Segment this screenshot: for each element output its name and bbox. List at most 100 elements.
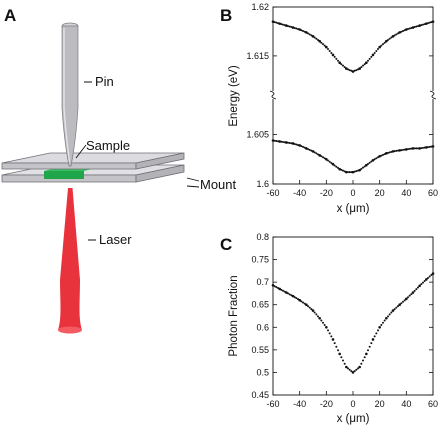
mount-leader-upper xyxy=(186,177,200,182)
plot-b-series0-dot xyxy=(282,23,284,26)
plot-b-lower-series0-dot xyxy=(375,157,378,160)
plot-b-lower-ytick-label: 1.6 xyxy=(256,179,269,189)
plot-c-series0-point xyxy=(425,278,428,281)
mount-plate-upper-side xyxy=(135,152,185,170)
plot-b-ticks: 1.615 1.62 1.6 1.605 -60 -40 -20 0 20 40 60 xyxy=(246,2,438,198)
plot-b-lower-series0-point xyxy=(338,167,341,171)
plot-b-series0-dot xyxy=(313,36,316,39)
plot-c-ticks: 0.45 0.5 0.55 0.6 0.65 0.7 0.75 0.8 -60 -40 -20 0 20… xyxy=(251,232,438,409)
plot-b-series0-dot xyxy=(420,24,423,27)
plot-b-series0-dot xyxy=(407,28,409,30)
plot-b-lower-series0-dot xyxy=(380,154,383,157)
plot-b-series0-dot xyxy=(362,64,364,67)
plot-c-series0-dot xyxy=(375,332,378,335)
plot-c-series0-dot xyxy=(310,308,313,311)
plot-b-lower-series0-point xyxy=(345,170,348,174)
plot-c-series0-dot xyxy=(393,308,396,311)
plot-c-series0-point xyxy=(371,338,375,341)
plot-b-lower-series0-point xyxy=(325,157,328,161)
plot-c-series0-dot xyxy=(315,313,318,316)
plot-b-ylabel: Energy (eV) xyxy=(228,65,240,127)
plot-b-lower-series0-dot xyxy=(370,160,373,163)
plot-b-lower-series0-dot xyxy=(308,148,311,151)
plot-b-0-xtick-label: 40 xyxy=(401,188,411,198)
plot-b-series0-dot xyxy=(327,48,329,51)
plot-b-lower-series0-dot xyxy=(342,169,344,172)
plot-b-series0-point xyxy=(285,24,288,27)
laser-label: Laser xyxy=(99,232,132,247)
plot-c-series0-point xyxy=(338,352,341,356)
plot-c-series0-dot xyxy=(413,289,416,292)
plot-c-series0-dot xyxy=(323,324,326,327)
plot-c-series0-dot xyxy=(335,345,338,348)
plot-b-series0-point xyxy=(358,67,361,70)
plot-c-ytick-label: 0.65 xyxy=(251,300,269,310)
plot-b-series0-point xyxy=(271,20,275,23)
plot-c-ytick-label: 0.55 xyxy=(251,345,269,355)
plot-c-series0-dot xyxy=(317,315,319,318)
plot-b-series0-point xyxy=(338,61,341,65)
plot-b-lower-series0-dot xyxy=(328,160,331,163)
plot-b-series0-point xyxy=(411,26,415,29)
plot-c-series0-dot xyxy=(417,286,419,289)
plot-b-series0-point xyxy=(278,22,281,25)
plot-c-series0-dot xyxy=(303,302,306,305)
plot-b-series0-dot xyxy=(427,22,429,25)
plot-b-lower-series0-dot xyxy=(402,148,404,151)
plot-b-lower-series0-dot xyxy=(422,146,424,149)
plot-c-series0-point xyxy=(405,297,408,301)
plot-b-series0-point xyxy=(345,67,348,70)
plot-b-series0-dot xyxy=(363,63,366,66)
plot-c-ytick-label: 0.7 xyxy=(256,277,269,287)
plot-c-series0-dot xyxy=(350,370,353,373)
plot-b-series0-point xyxy=(405,28,408,31)
plot-b-lower-series0-dot xyxy=(413,147,416,150)
plot-b-lower-series0-dot xyxy=(348,171,351,174)
plot-c-series0-dot xyxy=(383,319,386,322)
plot-c-series0-dot xyxy=(390,311,393,314)
plot-b-series0-dot xyxy=(317,39,319,41)
plot-c-series0-dot xyxy=(342,359,344,362)
plot-b-lower-series0-dot xyxy=(393,150,396,153)
plot-b-axis-break-right xyxy=(429,90,437,100)
plot-b-series0-dot xyxy=(395,33,398,36)
plot-b-series0-dot xyxy=(373,51,376,54)
plot-b-lower-series0-point xyxy=(365,163,368,167)
plot-b-lower-series0-dot xyxy=(330,161,333,164)
plot-b-series0-dot xyxy=(408,27,411,30)
plot-b-series0-dot xyxy=(348,69,351,72)
plot-b-series0-point xyxy=(298,28,301,31)
plot-c-ytick-label: 0.45 xyxy=(251,390,269,400)
plot-b-lower-series0-point xyxy=(278,140,281,143)
plot-c-series0-point xyxy=(391,309,395,312)
plot-c-series0-point xyxy=(398,303,401,307)
plot-c-1-xtick-label: 40 xyxy=(401,399,411,409)
plot-b-series0-point xyxy=(291,26,295,29)
plot-b-lower-series0-point xyxy=(411,147,415,150)
plot-b-series0-dot xyxy=(330,51,333,54)
plot-b-lower-series0-dot xyxy=(428,145,431,148)
plot-b-0-xtick-label: -40 xyxy=(293,188,306,198)
plot-b-series0-dot xyxy=(275,21,278,24)
plot-c-series0-dot xyxy=(430,274,433,277)
plot-b-upper-ytick-label: 1.615 xyxy=(246,51,269,61)
plot-b-series0-dot xyxy=(415,25,418,28)
plot-b-lower-series0-dot xyxy=(415,147,418,150)
plot-b-series0-dot xyxy=(383,41,386,44)
plot-b-series0-dot xyxy=(308,33,311,36)
plot-b-series0-dot xyxy=(393,34,396,37)
plot-b-series0-dot xyxy=(413,26,416,29)
plot-b-lower-series0-point xyxy=(398,149,401,152)
plot-b-axis-break-left xyxy=(269,90,277,100)
plot-b-lower-series0-point xyxy=(405,148,408,151)
plot-b-lower-series0-dot xyxy=(382,153,384,156)
plot-b-series0-point xyxy=(391,35,395,38)
sample-leader xyxy=(75,144,87,159)
plot-b-series0-dot xyxy=(390,36,393,39)
plot-b-lower-series0-dot xyxy=(327,159,329,162)
plot-b-lower-series0-point xyxy=(391,150,395,153)
plot-c-series0-dot xyxy=(377,329,379,332)
plot-b-series0-dot xyxy=(360,66,363,69)
plot-b-series0-dot xyxy=(387,39,389,41)
plot-b-lower-series0-dot xyxy=(395,149,398,152)
